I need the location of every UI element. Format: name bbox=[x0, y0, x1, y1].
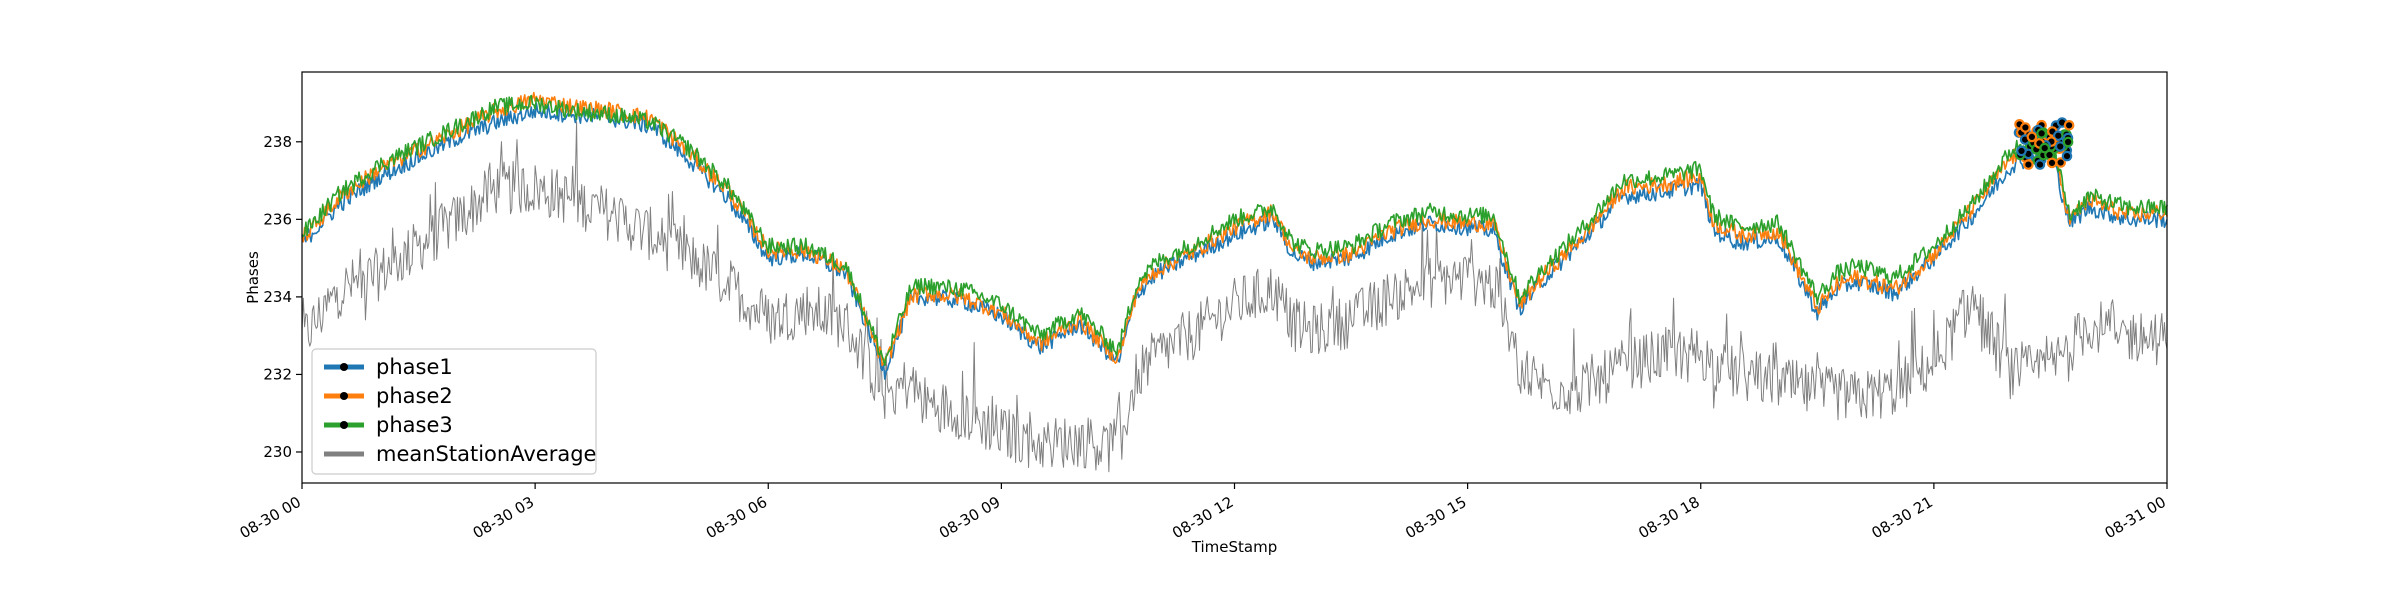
legend-label: phase1 bbox=[376, 355, 453, 379]
x-tick-label: 08-30 21 bbox=[1868, 493, 1935, 542]
y-tick-label: 232 bbox=[263, 365, 292, 383]
y-tick-label: 236 bbox=[263, 210, 292, 228]
marker-point bbox=[2061, 150, 2073, 162]
y-axis-label: Phases bbox=[244, 251, 262, 304]
series-line-meanStationAverage bbox=[301, 121, 2168, 473]
x-tick-label: 08-30 18 bbox=[1635, 493, 1702, 542]
y-tick-label: 234 bbox=[263, 288, 292, 306]
x-tick-label: 08-30 15 bbox=[1402, 493, 1469, 542]
legend-label: meanStationAverage bbox=[376, 442, 596, 466]
series-line-phase1 bbox=[301, 102, 2168, 380]
marker-point bbox=[2026, 131, 2038, 143]
legend-entry-phase1: phase1 bbox=[324, 355, 453, 379]
legend-entry-meanStationAverage: meanStationAverage bbox=[324, 442, 596, 466]
legend: phase1 phase2 phase3 meanStationAverage bbox=[311, 348, 597, 475]
x-tick-label: 08-30 12 bbox=[1169, 493, 1236, 542]
marker-point bbox=[2054, 141, 2066, 152]
marker-point bbox=[2062, 136, 2074, 148]
marker-point bbox=[2063, 120, 2075, 131]
series-line-phase2 bbox=[301, 91, 2168, 367]
x-tick-label: 08-30 06 bbox=[703, 493, 770, 542]
legend-label: phase3 bbox=[376, 413, 453, 437]
marker-point bbox=[2036, 128, 2047, 139]
x-axis-label: TimeStamp bbox=[1191, 538, 1277, 556]
x-tick-label: 08-30 00 bbox=[237, 493, 304, 542]
legend-entry-phase3: phase3 bbox=[324, 413, 453, 437]
legend-marker bbox=[340, 363, 348, 371]
series-line-phase3 bbox=[301, 94, 2168, 367]
marker-cluster bbox=[2013, 117, 2075, 170]
marker-point bbox=[2016, 145, 2027, 157]
x-tick-label: 08-31 00 bbox=[2102, 493, 2169, 542]
marker-point bbox=[2034, 159, 2046, 170]
marker-point bbox=[2020, 122, 2031, 133]
legend-marker bbox=[340, 421, 348, 429]
plot-area bbox=[301, 91, 2168, 473]
legend-marker bbox=[340, 392, 348, 400]
legend-label: phase2 bbox=[376, 384, 453, 408]
y-tick-label: 238 bbox=[263, 133, 292, 151]
y-tick-label: 230 bbox=[263, 443, 292, 461]
x-tick-label: 08-30 09 bbox=[936, 493, 1003, 542]
legend-box bbox=[311, 348, 597, 475]
marker-point bbox=[2046, 157, 2058, 169]
x-tick-label: 08-30 03 bbox=[470, 493, 537, 542]
marker-point bbox=[2023, 159, 2034, 170]
legend-entry-phase2: phase2 bbox=[324, 384, 453, 408]
marker-point bbox=[2039, 142, 2050, 154]
